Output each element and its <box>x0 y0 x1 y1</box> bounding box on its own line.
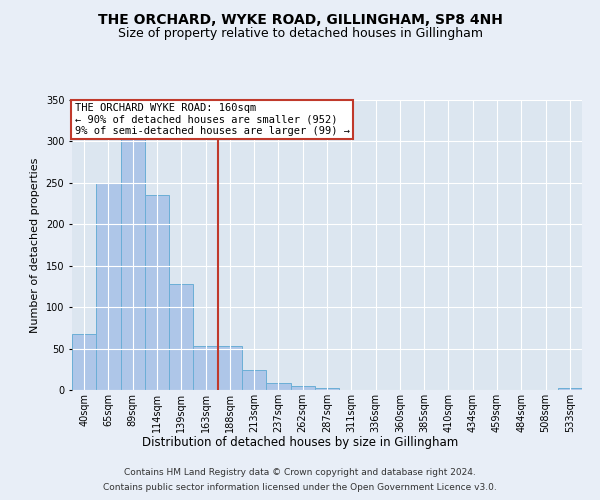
Text: Size of property relative to detached houses in Gillingham: Size of property relative to detached ho… <box>118 28 482 40</box>
Text: THE ORCHARD WYKE ROAD: 160sqm
← 90% of detached houses are smaller (952)
9% of s: THE ORCHARD WYKE ROAD: 160sqm ← 90% of d… <box>74 103 350 136</box>
Bar <box>218 346 242 390</box>
Bar <box>169 284 193 390</box>
Y-axis label: Number of detached properties: Number of detached properties <box>30 158 40 332</box>
Bar <box>145 196 169 390</box>
Text: THE ORCHARD, WYKE ROAD, GILLINGHAM, SP8 4NH: THE ORCHARD, WYKE ROAD, GILLINGHAM, SP8 … <box>98 12 502 26</box>
Bar <box>72 334 96 390</box>
Bar <box>558 388 582 390</box>
Bar <box>266 382 290 390</box>
Bar <box>315 388 339 390</box>
Text: Contains public sector information licensed under the Open Government Licence v3: Contains public sector information licen… <box>103 483 497 492</box>
Text: Contains HM Land Registry data © Crown copyright and database right 2024.: Contains HM Land Registry data © Crown c… <box>124 468 476 477</box>
Text: Distribution of detached houses by size in Gillingham: Distribution of detached houses by size … <box>142 436 458 449</box>
Bar <box>96 183 121 390</box>
Bar <box>242 370 266 390</box>
Bar <box>290 386 315 390</box>
Bar <box>193 346 218 390</box>
Bar <box>121 116 145 390</box>
